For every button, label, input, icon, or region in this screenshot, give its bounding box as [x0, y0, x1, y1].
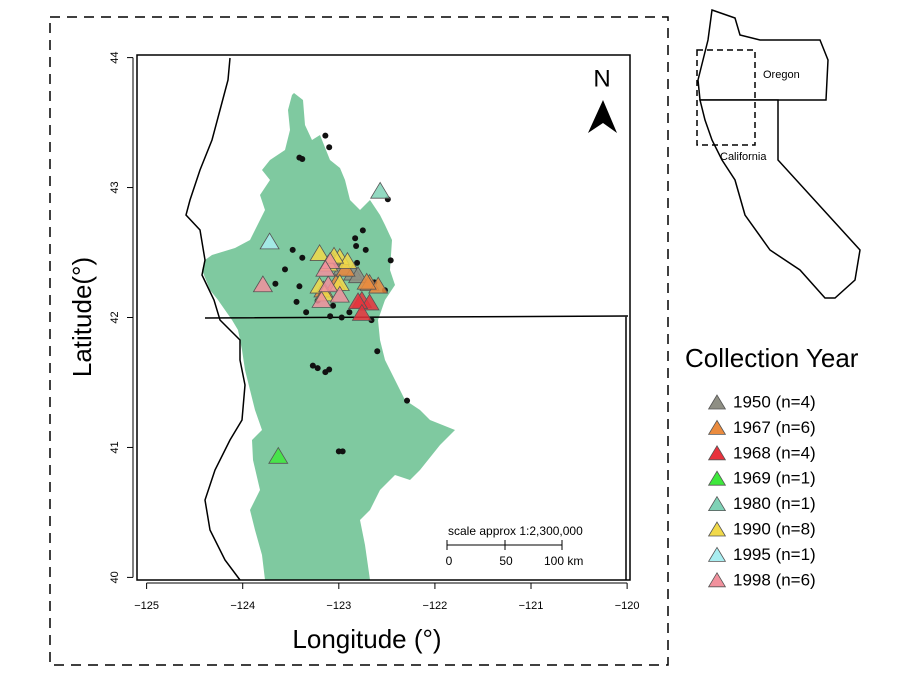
legend-label: 1980 (n=1) — [733, 494, 816, 513]
scale-label: scale approx 1:2,300,000 — [448, 524, 583, 538]
sample-marker — [252, 275, 274, 293]
legend-label: 1990 (n=8) — [733, 519, 816, 538]
watershed — [202, 93, 455, 580]
site-point — [387, 257, 394, 264]
legend-label: 1967 (n=6) — [733, 418, 816, 437]
legend-marker — [707, 546, 727, 562]
site-point — [299, 254, 306, 261]
site-point — [303, 309, 310, 316]
legend-marker — [707, 394, 727, 410]
inset-label: California — [720, 151, 767, 163]
scale-tick: 100 km — [544, 554, 583, 568]
site-point — [272, 280, 279, 287]
x-axis-label: Longitude (°) — [292, 624, 441, 654]
frame — [49, 16, 669, 666]
sample-marker — [351, 303, 373, 321]
x-tick-label: −123 — [326, 600, 351, 612]
site-point — [404, 397, 411, 404]
y-tick-label: 41 — [109, 441, 121, 453]
extent-box — [696, 49, 756, 146]
site-point — [326, 144, 333, 151]
sample-marker — [337, 251, 358, 269]
legend-label: 1950 (n=4) — [733, 392, 816, 411]
sample-marker — [347, 292, 369, 310]
scale-bar: scale approx 1:2,300,000 0 50 100 km — [446, 524, 584, 568]
state-border — [204, 315, 629, 580]
sample-marker — [268, 446, 289, 464]
inset-label: Oregon — [763, 69, 800, 81]
x-tick-label: −124 — [230, 600, 255, 612]
legend-label: 1995 (n=1) — [733, 545, 816, 564]
legend-marker — [707, 572, 727, 588]
scale-tick: 50 — [499, 554, 513, 568]
sample-marker — [318, 275, 339, 293]
legend-title: Collection Year — [685, 343, 859, 373]
site-point — [374, 348, 381, 355]
site-point — [353, 243, 360, 250]
sample-marker — [259, 232, 280, 250]
sample-marker — [329, 285, 350, 303]
sample-marker — [315, 259, 336, 277]
basemap — [136, 54, 631, 581]
north-arrow: N — [588, 65, 617, 133]
site-point — [362, 246, 369, 253]
california — [699, 99, 861, 299]
y-tick-label: 42 — [109, 311, 121, 323]
site-point — [281, 266, 288, 273]
sample-marker — [356, 272, 377, 290]
site-point — [327, 313, 334, 320]
x-tick-label: −125 — [134, 600, 159, 612]
scale-line — [446, 540, 563, 550]
y-axis-label: Latitude(°) — [67, 257, 97, 377]
site-point — [354, 259, 361, 266]
inset-map: Oregon California — [696, 8, 861, 299]
site-point — [338, 314, 345, 321]
north-label: N — [593, 65, 610, 92]
x-tick-label: −120 — [615, 600, 640, 612]
y-tick-label: 44 — [109, 51, 121, 63]
site-point — [359, 227, 366, 234]
legend-marker — [707, 521, 727, 537]
legend-marker — [707, 445, 727, 461]
sample-marker — [311, 290, 332, 308]
site-point — [309, 362, 316, 369]
legend-marker — [707, 470, 727, 486]
arrow — [588, 100, 617, 133]
site-point — [322, 132, 329, 139]
site-point — [293, 298, 300, 305]
site-point — [330, 302, 337, 309]
site-point — [346, 309, 353, 316]
coastline — [185, 57, 246, 581]
legend-label: 1998 (n=6) — [733, 570, 816, 589]
y-tick-label: 40 — [109, 571, 121, 583]
x-tick-label: −122 — [423, 600, 448, 612]
sample-marker — [309, 244, 330, 261]
site-point — [352, 235, 359, 242]
site-point — [326, 366, 333, 373]
sample-marker — [369, 181, 391, 199]
legend-label: 1968 (n=4) — [733, 443, 816, 462]
scale-tick: 0 — [446, 554, 453, 568]
legend-marker — [707, 419, 727, 435]
x-tick-label: −121 — [519, 600, 544, 612]
legend-marker — [707, 495, 727, 512]
plot-box — [136, 54, 631, 581]
site-point — [296, 283, 303, 290]
legend-label: 1969 (n=1) — [733, 469, 816, 488]
site-point — [314, 365, 321, 372]
site-point — [299, 155, 306, 162]
site-point — [289, 246, 296, 253]
site-point — [339, 448, 346, 455]
oregon — [697, 8, 829, 101]
y-tick-label: 43 — [109, 181, 121, 193]
